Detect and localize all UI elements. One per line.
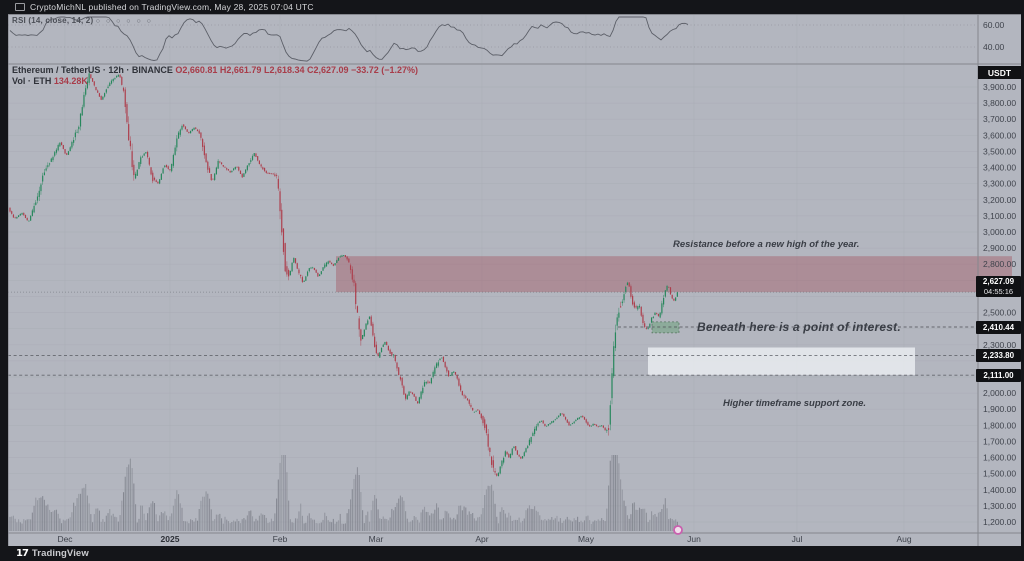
svg-text:3,400.00: 3,400.00 bbox=[983, 163, 1016, 173]
footer-bar: 17 TradingView bbox=[0, 546, 1024, 561]
svg-text:1,400.00: 1,400.00 bbox=[983, 485, 1016, 495]
svg-text:40.00: 40.00 bbox=[983, 42, 1005, 52]
rsi-line bbox=[9, 16, 689, 62]
svg-text:1,600.00: 1,600.00 bbox=[983, 453, 1016, 463]
svg-text:2,000.00: 2,000.00 bbox=[983, 388, 1016, 398]
price-level-badge: 2,233.80 bbox=[976, 348, 1021, 362]
price-level-lines bbox=[8, 291, 978, 376]
publish-header-bar: CryptoMichNL published on TradingView.co… bbox=[0, 0, 1024, 14]
price-level-badge: 2,410.44 bbox=[976, 320, 1021, 334]
svg-text:May: May bbox=[578, 534, 595, 544]
price-level-badge: 2,111.00 bbox=[976, 368, 1021, 382]
rsi-label-text: RSI (14, close, 14, 2) bbox=[12, 16, 94, 25]
svg-text:1,700.00: 1,700.00 bbox=[983, 436, 1016, 446]
currency-toggle-badge[interactable]: USDT bbox=[978, 66, 1021, 79]
svg-text:3,100.00: 3,100.00 bbox=[983, 211, 1016, 221]
svg-text:Feb: Feb bbox=[273, 534, 288, 544]
candlesticks bbox=[9, 72, 678, 477]
publish-attribution-text: CryptoMichNL published on TradingView.co… bbox=[30, 2, 314, 12]
current-price-badge: 2,627.09 04:55:16 bbox=[976, 276, 1021, 298]
svg-text:Jun: Jun bbox=[687, 534, 701, 544]
svg-text:2025: 2025 bbox=[161, 534, 180, 544]
svg-text:2,300.00: 2,300.00 bbox=[983, 340, 1016, 350]
svg-text:Dec: Dec bbox=[57, 534, 73, 544]
svg-text:1,200.00: 1,200.00 bbox=[983, 517, 1016, 527]
svg-text:Aug: Aug bbox=[896, 534, 911, 544]
svg-text:60.00: 60.00 bbox=[983, 20, 1005, 30]
svg-text:2,800.00: 2,800.00 bbox=[983, 259, 1016, 269]
tradingview-brand-text[interactable]: TradingView bbox=[31, 548, 89, 559]
svg-text:1,300.00: 1,300.00 bbox=[983, 501, 1016, 511]
volume-histogram bbox=[9, 455, 678, 531]
snapshot-camera-icon bbox=[15, 3, 25, 11]
current-price-value: 2,627.09 bbox=[982, 276, 1015, 286]
svg-text:2,500.00: 2,500.00 bbox=[983, 308, 1016, 318]
svg-text:3,900.00: 3,900.00 bbox=[983, 82, 1016, 92]
bar-countdown: 04:55:16 bbox=[983, 286, 1014, 296]
chart-frame: 1,200.00 1,300.00 1,400.00 1,500.00 1,600.00… bbox=[8, 14, 1021, 546]
svg-text:Jul: Jul bbox=[792, 534, 803, 544]
svg-text:2,900.00: 2,900.00 bbox=[983, 243, 1016, 253]
svg-text:1,500.00: 1,500.00 bbox=[983, 469, 1016, 479]
svg-text:1,800.00: 1,800.00 bbox=[983, 420, 1016, 430]
svg-text:3,800.00: 3,800.00 bbox=[983, 98, 1016, 108]
svg-text:Apr: Apr bbox=[475, 534, 488, 544]
svg-text:3,500.00: 3,500.00 bbox=[983, 146, 1016, 156]
price-axis[interactable]: 1,200.00 1,300.00 1,400.00 1,500.00 1,600.00… bbox=[983, 20, 1016, 527]
svg-text:3,200.00: 3,200.00 bbox=[983, 195, 1016, 205]
rsi-indicator-label[interactable]: RSI (14, close, 14, 2) ○ ○ ○ ○ ○ ○ bbox=[12, 16, 153, 25]
tradingview-logo-icon[interactable]: 17 bbox=[16, 547, 29, 559]
svg-text:3,000.00: 3,000.00 bbox=[983, 227, 1016, 237]
drawing-zones bbox=[336, 256, 1012, 375]
svg-text:3,600.00: 3,600.00 bbox=[983, 130, 1016, 140]
publication-marker-icon[interactable] bbox=[673, 525, 683, 535]
svg-text:1,900.00: 1,900.00 bbox=[983, 404, 1016, 414]
rsi-hidden-values: ○ ○ ○ ○ ○ ○ bbox=[95, 18, 153, 25]
svg-text:3,300.00: 3,300.00 bbox=[983, 179, 1016, 189]
svg-text:3,700.00: 3,700.00 bbox=[983, 114, 1016, 124]
pane-borders bbox=[8, 14, 1021, 546]
time-axis[interactable]: Dec 2025 Feb Mar Apr May Jun Jul Aug bbox=[57, 534, 911, 544]
svg-text:Mar: Mar bbox=[369, 534, 384, 544]
